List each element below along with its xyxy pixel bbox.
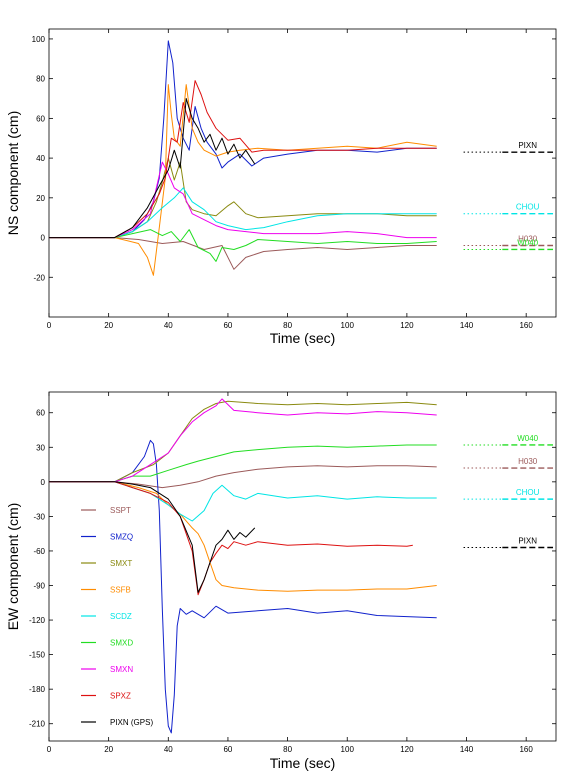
series-line-smxn: [49, 398, 437, 483]
series-line-scdz: [49, 481, 437, 522]
x-tick-label: 20: [104, 745, 113, 754]
y-tick-label: -180: [29, 685, 46, 694]
y-tick-label: 0: [41, 234, 46, 243]
x-tick-label: 160: [519, 321, 533, 330]
legend-label: SMXN: [110, 665, 133, 674]
gps-station-label: H030: [518, 234, 538, 243]
x-tick-label: 40: [164, 745, 173, 754]
x-tick-label: 100: [341, 745, 355, 754]
chart-1: 0 20 40 60 80 100 120 140 160 -20 0 20 40 60 80 100 Time…: [5, 28, 557, 346]
plot-frame: [48, 391, 557, 742]
gps-station-label: PIXN: [518, 536, 537, 545]
gps-station-label: W040: [517, 434, 538, 443]
x-tick-label: 120: [400, 321, 414, 330]
legend: SSPT SMZQ SMXT SSFB SCDZ SMXD SMXN SPXZ PIXN (GP…: [81, 506, 153, 727]
y-tick-label: -20: [33, 273, 45, 282]
x-tick-label: 160: [519, 745, 533, 754]
series-line-smxd: [49, 444, 437, 483]
series-line-smxd: [49, 229, 437, 262]
x-tick-label: 140: [460, 321, 474, 330]
y-tick-label: -120: [29, 616, 46, 625]
series-line-smzq: [49, 40, 437, 239]
x-axis-label: Time (sec): [270, 755, 336, 771]
legend-label: SMZQ: [110, 533, 133, 542]
legend-label: SSFB: [110, 586, 131, 595]
series-line-ssfb: [49, 481, 437, 592]
series-line-smxn: [49, 161, 437, 239]
y-tick-label: 0: [41, 478, 46, 487]
y-tick-label: 20: [36, 194, 45, 203]
y-tick-label: -30: [33, 512, 45, 521]
y-tick-label: -210: [29, 720, 46, 729]
legend-label: SMXD: [110, 639, 133, 648]
x-tick-label: 0: [47, 745, 52, 754]
x-tick-label: 60: [223, 745, 232, 754]
gps-station-label: PIXN: [518, 141, 537, 150]
gps-station-label: H030: [518, 457, 538, 466]
series-line-pixn-gps: [49, 98, 256, 239]
gps-station-label: CHOU: [516, 488, 540, 497]
legend-label: PIXN (GPS): [110, 718, 153, 727]
y-tick-label: 80: [36, 75, 45, 84]
x-tick-label: 40: [164, 321, 173, 330]
series-group: [49, 398, 437, 734]
y-tick-label: 60: [36, 114, 45, 123]
chart-2: 0 20 40 60 80 100 120 140 160 -210 -180 -150 -120 -90…: [5, 391, 557, 771]
series-line-spxz: [49, 80, 437, 239]
series-group: [49, 40, 437, 276]
x-tick-label: 100: [341, 321, 355, 330]
legend-label: SPXZ: [110, 692, 131, 701]
legend-label: SCDZ: [110, 612, 132, 621]
x-tick-label: 80: [283, 321, 292, 330]
gps-station-label: CHOU: [516, 203, 540, 212]
y-tick-label: 30: [36, 443, 45, 452]
series-line-sspt: [49, 237, 437, 270]
y-axis-label: NS component (cm): [5, 111, 21, 235]
series-line-pixn-gps: [49, 481, 256, 593]
y-tick-label: -90: [33, 582, 45, 591]
series-line-smxt: [49, 157, 437, 239]
y-axis-label: EW component (cm): [5, 503, 21, 631]
x-tick-label: 0: [47, 321, 52, 330]
y-tick-label: 60: [36, 409, 45, 418]
plot-frame: [48, 28, 557, 318]
x-tick-label: 80: [283, 745, 292, 754]
series-line-spxz: [49, 481, 413, 596]
series-line-smxt: [49, 400, 437, 483]
series-line-ssfb: [49, 84, 437, 276]
series-line-sspt: [49, 465, 437, 489]
x-tick-label: 20: [104, 321, 113, 330]
series-line-scdz: [49, 187, 437, 239]
y-tick-label: -150: [29, 651, 46, 660]
x-tick-label: 60: [223, 321, 232, 330]
y-tick-label: 40: [36, 154, 45, 163]
x-axis-label: Time (sec): [270, 330, 336, 346]
legend-label: SMXT: [110, 559, 132, 568]
gps-station-label: W040: [517, 238, 538, 247]
x-tick-label: 120: [400, 745, 414, 754]
series-line-smzq: [49, 439, 437, 734]
x-tick-label: 140: [460, 745, 474, 754]
y-tick-label: 100: [32, 35, 46, 44]
legend-label: SSPT: [110, 506, 131, 515]
y-tick-label: -60: [33, 547, 45, 556]
